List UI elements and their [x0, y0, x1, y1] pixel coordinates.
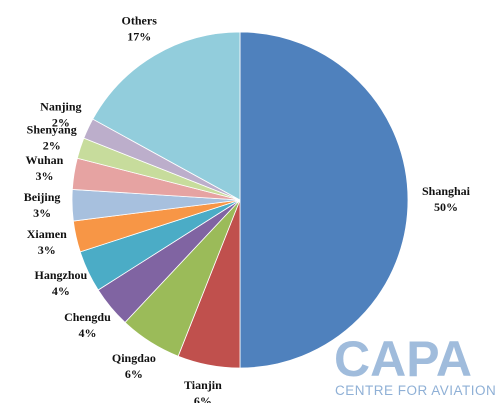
slice-value: 17% [127, 29, 151, 43]
pie-slice [92, 31, 241, 201]
slice-label: Others [122, 13, 158, 27]
slice-label: Xiamen [27, 227, 67, 241]
slice-label: Chengdu [64, 310, 111, 324]
slice-value: 3% [33, 206, 51, 220]
slice-label: Hangzhou [35, 268, 88, 282]
labels: Shanghai 50% Tianjin 6% Qingdao 6% Chengdu 4% Ha… [24, 13, 471, 403]
pie-slice [239, 31, 409, 369]
slice-value: 4% [78, 326, 96, 340]
slice-label: Tianjin [184, 378, 222, 392]
slice-value: 2% [52, 115, 70, 129]
logo-title: CAPA [334, 331, 472, 387]
logo-subtitle: CENTRE FOR AVIATION [335, 383, 496, 398]
slice-value: 2% [43, 139, 61, 153]
slice-value: 50% [434, 200, 458, 214]
slice-label: Shanghai [422, 184, 471, 198]
slice-label: Wuhan [26, 153, 64, 167]
slice-label: Beijing [24, 190, 61, 204]
slice-label: Shenyang [27, 123, 77, 137]
slice-label: Nanjing [40, 99, 81, 113]
slice-label: Qingdao [112, 351, 156, 365]
slice-value: 4% [52, 284, 70, 298]
pie [71, 31, 409, 369]
slice-value: 3% [38, 243, 56, 257]
slice-value: 3% [35, 169, 53, 183]
slice-value: 6% [194, 394, 212, 403]
slice-value: 6% [125, 367, 143, 381]
